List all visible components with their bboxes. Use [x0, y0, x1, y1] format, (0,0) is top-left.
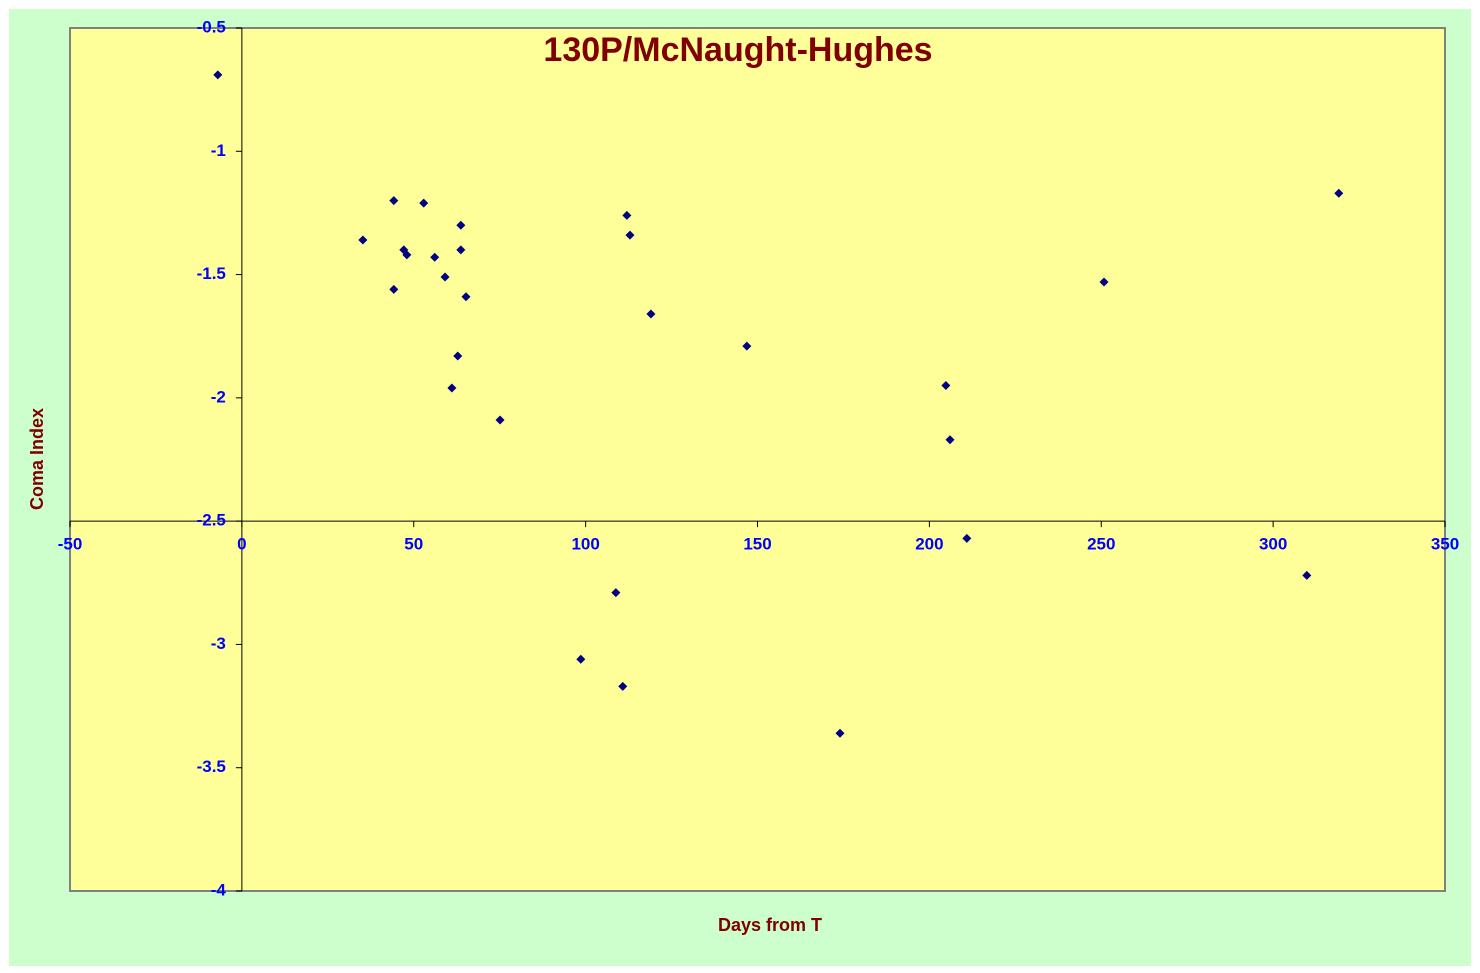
y-tick-label: -2.5 — [197, 511, 226, 530]
data-point — [495, 415, 505, 425]
data-point — [456, 220, 466, 230]
data-point — [447, 383, 457, 393]
data-point — [402, 250, 412, 260]
x-tick-label: 100 — [571, 535, 599, 554]
data-point — [430, 252, 440, 262]
data-point — [611, 588, 621, 598]
plot-area — [69, 27, 1446, 892]
data-point — [213, 70, 223, 80]
data-point — [1302, 570, 1312, 580]
x-tick-label: -50 — [58, 535, 83, 554]
data-point — [962, 533, 972, 543]
data-point — [618, 681, 628, 691]
data-point — [461, 292, 471, 302]
y-tick-label: -4 — [211, 880, 227, 899]
data-point — [456, 245, 466, 255]
y-tick-label: -1.5 — [197, 264, 226, 283]
data-point — [419, 198, 429, 208]
x-tick-label: 0 — [237, 535, 246, 554]
y-tick-label: -2 — [211, 387, 226, 406]
x-tick-label: 350 — [1431, 535, 1459, 554]
data-point — [389, 196, 399, 206]
data-point — [453, 351, 463, 361]
y-axis-title: Coma Index — [27, 408, 47, 510]
x-tick-label: 200 — [915, 535, 943, 554]
x-tick-label: 50 — [404, 535, 423, 554]
x-tick-label: 300 — [1259, 535, 1287, 554]
data-point — [742, 341, 752, 351]
data-point — [941, 381, 951, 391]
y-tick-label: -3.5 — [197, 757, 226, 776]
data-point — [1334, 188, 1344, 198]
chart-title: 130P/McNaught-Hughes — [543, 31, 932, 69]
data-point — [625, 230, 635, 240]
data-point — [389, 284, 399, 294]
data-point — [358, 235, 368, 245]
y-tick-label: -3 — [211, 634, 226, 653]
x-tick-label: 250 — [1087, 535, 1115, 554]
y-tick-label: -0.5 — [197, 17, 226, 36]
data-point — [576, 654, 586, 664]
data-point — [835, 728, 845, 738]
data-point — [1099, 277, 1109, 287]
data-point — [646, 309, 656, 319]
data-point — [945, 435, 955, 445]
x-tick-label: 150 — [743, 535, 771, 554]
data-point — [440, 272, 450, 282]
x-axis-title: Days from T — [718, 915, 822, 935]
y-tick-label: -1 — [211, 141, 226, 160]
data-point — [622, 210, 632, 220]
